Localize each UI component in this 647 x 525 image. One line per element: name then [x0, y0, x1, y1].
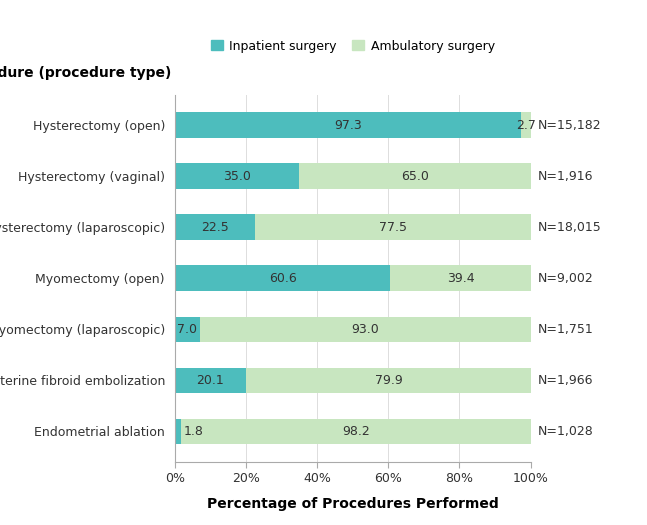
Bar	[299, 163, 531, 189]
Bar	[175, 368, 247, 393]
Text: N=1,751: N=1,751	[538, 323, 593, 336]
Text: 79.9: 79.9	[375, 374, 402, 387]
Text: 65.0: 65.0	[401, 170, 429, 183]
Text: 35.0: 35.0	[223, 170, 251, 183]
Bar	[175, 163, 299, 189]
Text: 39.4: 39.4	[446, 272, 474, 285]
Text: 77.5: 77.5	[378, 220, 407, 234]
Text: N=9,002: N=9,002	[538, 272, 593, 285]
Text: 7.0: 7.0	[177, 323, 197, 336]
Bar	[175, 317, 199, 342]
Bar	[175, 266, 390, 291]
Text: 97.3: 97.3	[334, 119, 362, 132]
Text: N=15,182: N=15,182	[538, 119, 601, 132]
Text: N=1,028: N=1,028	[538, 425, 593, 438]
Text: 60.6: 60.6	[269, 272, 296, 285]
Text: N=18,015: N=18,015	[538, 220, 601, 234]
Text: 2.7: 2.7	[516, 119, 536, 132]
Bar	[390, 266, 531, 291]
Bar	[199, 317, 531, 342]
Text: N=1,966: N=1,966	[538, 374, 593, 387]
Text: 98.2: 98.2	[342, 425, 369, 438]
Text: 22.5: 22.5	[201, 220, 228, 234]
Bar	[181, 418, 531, 444]
Text: 20.1: 20.1	[197, 374, 225, 387]
Bar	[175, 112, 521, 138]
Bar	[247, 368, 531, 393]
Bar	[175, 418, 181, 444]
Bar	[255, 214, 531, 240]
Bar	[521, 112, 531, 138]
Legend: Inpatient surgery, Ambulatory surgery: Inpatient surgery, Ambulatory surgery	[206, 35, 499, 58]
Text: 1.8: 1.8	[184, 425, 204, 438]
Bar	[175, 214, 255, 240]
Text: N=1,916: N=1,916	[538, 170, 593, 183]
X-axis label: Percentage of Procedures Performed: Percentage of Procedures Performed	[207, 497, 498, 510]
Text: 93.0: 93.0	[351, 323, 379, 336]
Text: Procedure (procedure type): Procedure (procedure type)	[0, 66, 171, 80]
